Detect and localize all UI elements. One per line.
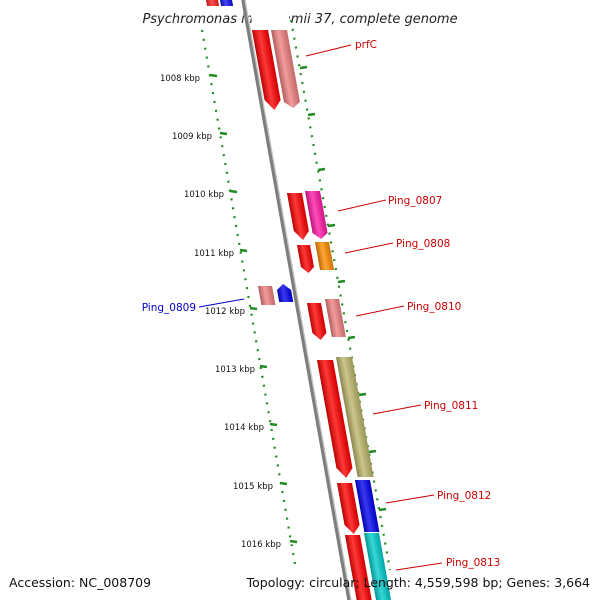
tick-label-1011: 1011 kbp	[194, 249, 234, 259]
gene-prfC-left	[252, 30, 281, 110]
strand-guides	[200, 19, 392, 571]
gene-ping-0813	[364, 533, 392, 600]
gene-ping-0809	[277, 284, 294, 302]
label-ping-0808[interactable]: Ping_0808	[396, 238, 450, 250]
scale-ticks: 1008 kbp 1009 kbp 1010 kbp 1011 kbp 1012…	[160, 73, 298, 550]
gene-ping-0808-left	[297, 245, 314, 273]
tick-label-1015: 1015 kbp	[233, 482, 273, 492]
inner-guide-line	[200, 29, 298, 571]
gene-ping-0812-left	[337, 483, 360, 534]
map-title: Psychromonas ingrahamii 37, complete gen…	[142, 12, 457, 27]
leader-ping-0813	[395, 562, 443, 571]
outer-ticks	[299, 65, 387, 512]
genome-backbone	[241, 0, 352, 600]
gene-ping-0813-left	[345, 535, 373, 600]
tick-1011	[239, 248, 248, 253]
leader-ping-0811	[372, 404, 422, 415]
leader-ping-0809	[198, 298, 245, 308]
tick-label-1008: 1008 kbp	[160, 74, 200, 84]
bottom-strand-genes	[258, 284, 294, 305]
gene-prfC	[271, 30, 300, 108]
gene-partial-top-blue	[219, 0, 234, 6]
tick-1013	[259, 364, 268, 369]
tick-1010	[229, 189, 238, 194]
tick-label-1012: 1012 kbp	[205, 307, 245, 317]
label-ping-0809[interactable]: Ping_0809	[142, 302, 196, 314]
tick-label-1016: 1016 kbp	[241, 540, 281, 550]
gene-ping-0810-left	[307, 303, 327, 340]
tick-1014	[269, 422, 278, 427]
gene-partial-top-left	[205, 0, 220, 6]
outer-guide-line	[289, 19, 392, 571]
leader-ping-0807	[337, 199, 387, 212]
label-ping-0813[interactable]: Ping_0813	[446, 557, 500, 569]
gene-ping-0811	[336, 357, 374, 477]
gene-ping-0811-left	[317, 360, 353, 478]
label-ping-0811[interactable]: Ping_0811	[424, 400, 478, 412]
leader-ping-0808	[344, 242, 394, 254]
leader-ping-0810	[355, 305, 405, 317]
tick-label-1013: 1013 kbp	[215, 365, 255, 375]
label-ping-0812[interactable]: Ping_0812	[437, 490, 491, 502]
tick-label-1010: 1010 kbp	[184, 190, 224, 200]
genome-stats-text: Topology: circular; Length: 4,559,598 bp…	[246, 575, 590, 590]
leader-ping-0812	[385, 494, 435, 504]
tick-label-1014: 1014 kbp	[224, 423, 264, 433]
tick-1016	[289, 539, 298, 544]
gene-ping-0812	[355, 480, 380, 532]
label-ping-0807[interactable]: Ping_0807	[388, 195, 442, 207]
label-prfC[interactable]: prfC	[355, 39, 377, 51]
accession-text: Accession: NC_008709	[9, 575, 152, 590]
label-ping-0810[interactable]: Ping_0810	[407, 301, 461, 313]
tick-1015	[279, 481, 288, 486]
gene-ping-0808	[315, 242, 335, 270]
tick-label-1009: 1009 kbp	[172, 132, 212, 142]
gene-ping-0810	[325, 299, 346, 337]
tick-1009	[219, 131, 228, 136]
gene-ping-0809-pink	[258, 286, 276, 305]
top-strand-genes	[205, 0, 392, 600]
tick-1008	[209, 73, 218, 78]
leader-prfC	[305, 44, 352, 57]
gene-ping-0807	[305, 191, 328, 239]
gene-labels: prfC Ping_0807 Ping_0808 Ping_0809 Ping_…	[142, 39, 500, 571]
gene-ping-0807-left	[287, 193, 309, 240]
tick-1012	[249, 306, 258, 311]
